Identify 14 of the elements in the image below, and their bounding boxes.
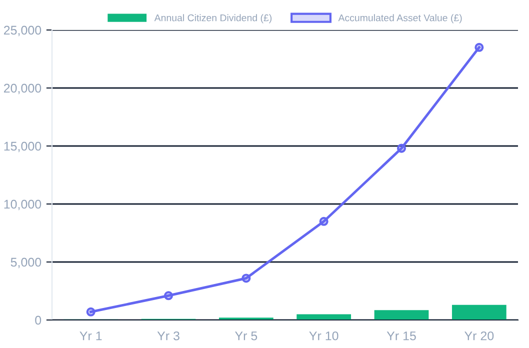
x-tick-label: Yr 15 xyxy=(386,332,416,340)
y-tick-label: 5,000 xyxy=(10,258,42,268)
legend-label: Annual Citizen Dividend (£) xyxy=(154,14,272,24)
x-tick-label: Yr 10 xyxy=(309,331,338,340)
y-tick-label: 20,000 xyxy=(4,84,42,94)
x-tick-label: Yr 5 xyxy=(234,332,258,340)
x-tick-label: Yr 1 xyxy=(80,332,102,340)
y-tick-label: 25,000 xyxy=(4,26,42,36)
y-tick-label: 15,000 xyxy=(4,142,42,152)
legend-label: Accumulated Asset Value (£) xyxy=(338,14,462,24)
x-tick-label: Yr 3 xyxy=(157,331,180,340)
y-tick-label: 10,000 xyxy=(4,200,42,210)
y-tick-label: 0 xyxy=(35,316,42,325)
x-tick-label: Yr 20 xyxy=(464,331,494,340)
